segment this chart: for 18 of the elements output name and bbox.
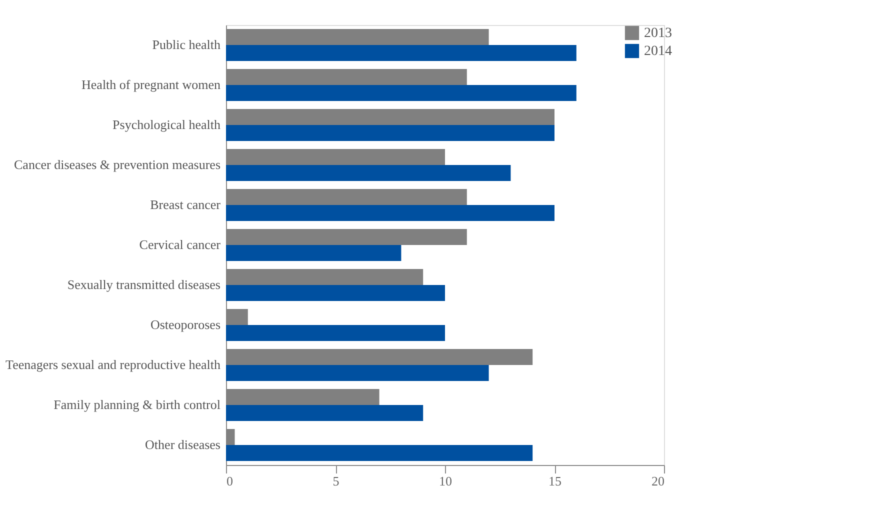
y-tick-label: Cervical cancer xyxy=(139,237,222,252)
y-tick-label: Sexually transmitted diseases xyxy=(67,277,220,292)
y-tick-label: Public health xyxy=(152,37,221,52)
x-tick-label: 10 xyxy=(439,474,452,488)
y-tick-label: Osteoporoses xyxy=(150,317,220,332)
x-tick-label: 15 xyxy=(548,474,562,488)
y-tick-label: Health of pregnant women xyxy=(82,77,221,92)
legend-label: 2014 xyxy=(644,44,672,59)
y-tick-label: Teenagers sexual and reproductive health xyxy=(6,357,221,372)
y-tick-label: Family planning & birth control xyxy=(54,397,221,412)
x-tick-label: 5 xyxy=(332,474,340,488)
y-tick-label: Psychological health xyxy=(112,117,221,132)
y-tick-label: Cancer diseases & prevention measures xyxy=(14,157,220,172)
x-tick-label: 0 xyxy=(226,474,233,488)
y-tick-label: Other diseases xyxy=(145,437,220,452)
x-tick-label: 20 xyxy=(652,474,664,488)
y-tick-label: Breast cancer xyxy=(150,197,222,212)
legend-label: 2013 xyxy=(644,26,672,41)
